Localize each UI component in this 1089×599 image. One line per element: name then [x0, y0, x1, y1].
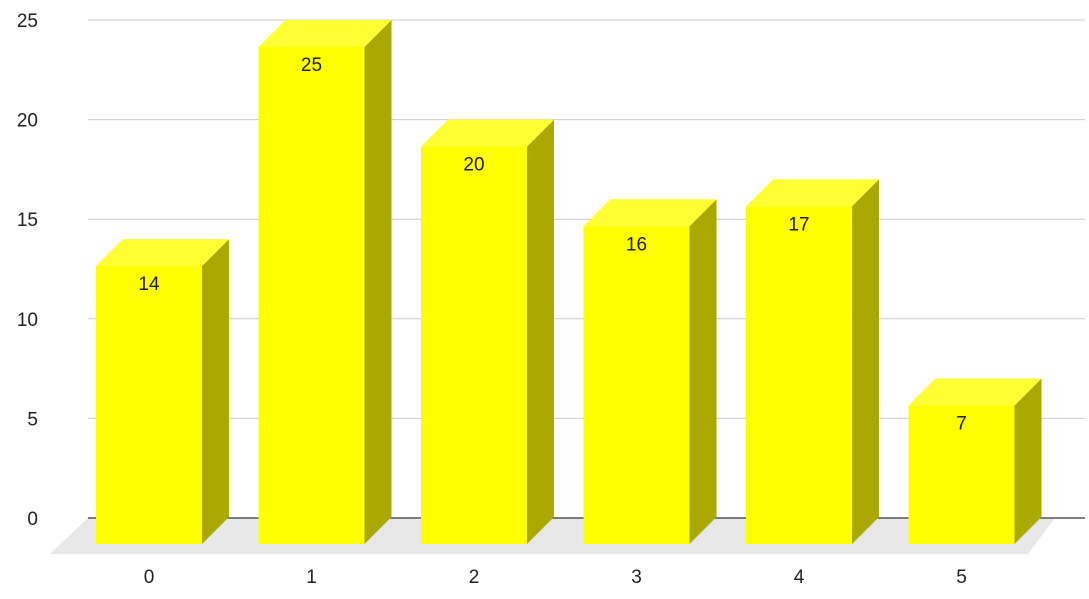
y-tick-label: 5 — [27, 409, 38, 430]
bar-side-face — [689, 199, 717, 544]
y-tick-label: 20 — [17, 111, 38, 132]
bar-side-face — [202, 239, 229, 544]
bar-front-face — [258, 47, 365, 544]
bar — [746, 179, 879, 545]
bar-top-face — [746, 179, 879, 207]
bar — [908, 378, 1042, 544]
data-label: 7 — [956, 414, 967, 435]
bar-side-face — [852, 179, 879, 545]
data-label: 25 — [301, 55, 322, 76]
x-tick-label: 0 — [144, 567, 155, 588]
data-label: 17 — [788, 214, 809, 235]
data-label: 20 — [463, 155, 484, 176]
bars — [96, 20, 1042, 545]
bar-front-face — [746, 206, 852, 545]
data-labels: 14 25 20 16 17 7 — [138, 55, 966, 435]
bar-side-face — [364, 20, 392, 544]
bar-front-face — [421, 146, 527, 544]
bar-top-face — [421, 119, 554, 147]
bar-top-face — [96, 239, 229, 267]
bar — [421, 119, 554, 544]
bar-front-face — [583, 226, 690, 544]
y-tick-label: 15 — [17, 210, 38, 231]
y-tick-label: 25 — [17, 11, 38, 32]
x-tick-label: 3 — [631, 567, 642, 588]
bar-top-face — [908, 378, 1042, 406]
x-tick-label: 2 — [469, 567, 480, 588]
bar-front-face — [96, 266, 202, 544]
bar — [258, 20, 392, 544]
x-axis-tick-labels: 0 1 2 3 4 5 — [144, 567, 967, 588]
bar — [583, 199, 717, 544]
y-axis-tick-labels: 0 5 10 15 20 25 — [17, 11, 38, 530]
x-tick-label: 5 — [956, 567, 967, 588]
x-tick-label: 4 — [794, 567, 805, 588]
bar-side-face — [1014, 378, 1042, 544]
x-tick-label: 1 — [306, 567, 317, 588]
bar-side-face — [527, 119, 554, 544]
bar — [96, 239, 229, 544]
data-label: 16 — [626, 234, 647, 255]
y-tick-label: 10 — [17, 310, 38, 331]
y-tick-label: 0 — [27, 509, 38, 530]
data-label: 14 — [138, 274, 160, 295]
bar-front-face — [908, 405, 1015, 544]
bar-top-face — [583, 199, 717, 227]
bar-top-face — [258, 20, 392, 47]
